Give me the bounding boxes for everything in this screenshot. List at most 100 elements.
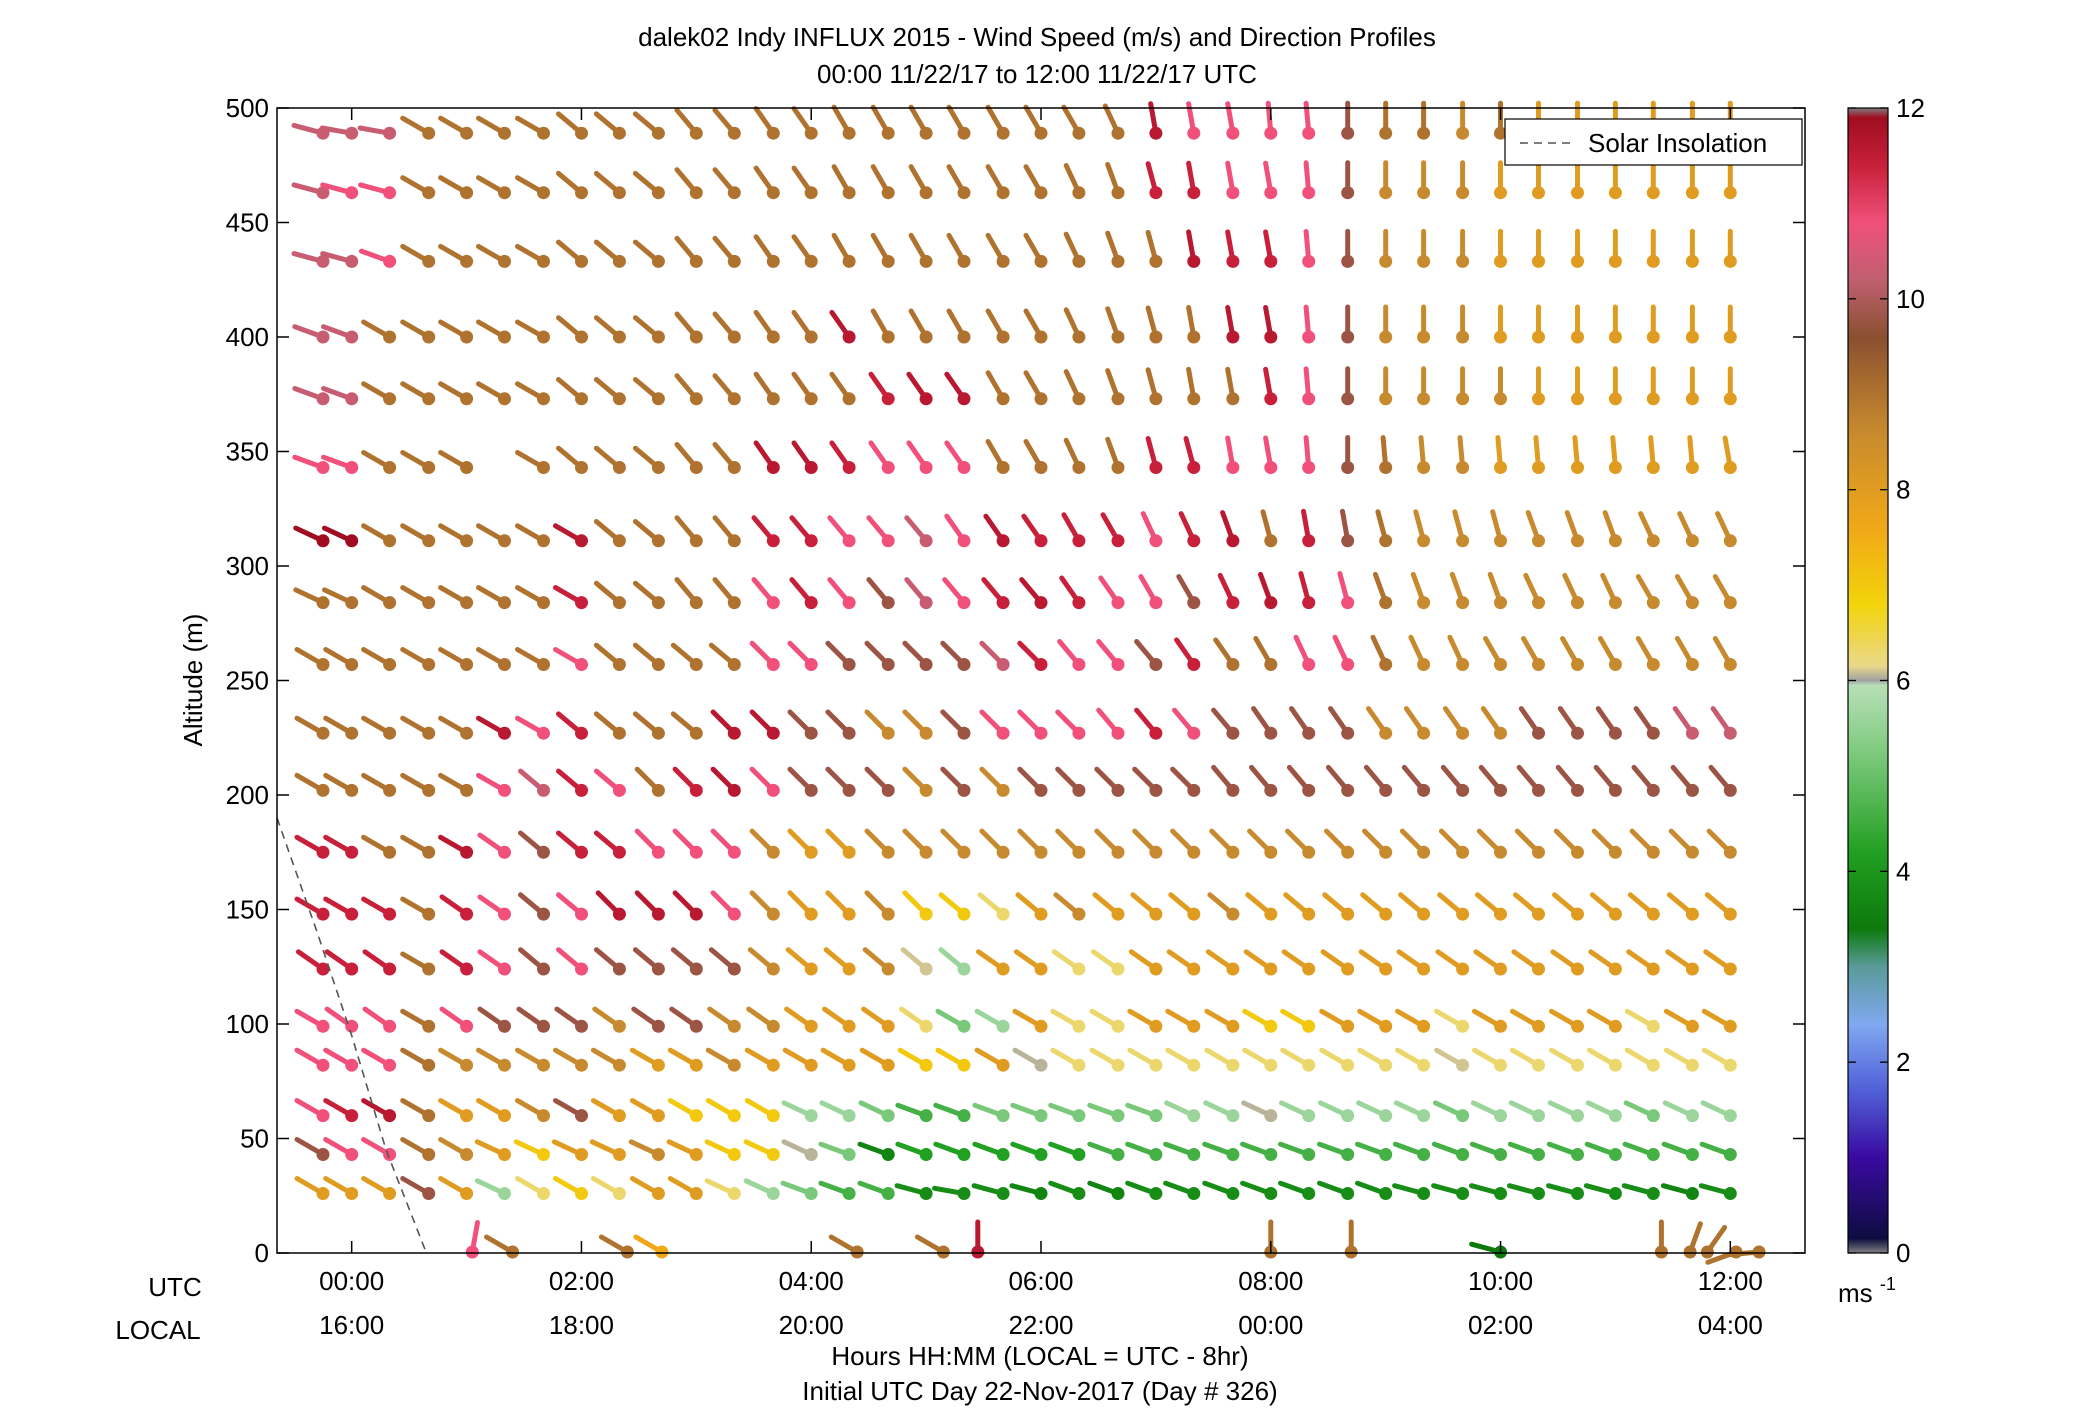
wind-barb-dot <box>575 1058 588 1072</box>
wind-barb-dot <box>1456 254 1470 268</box>
wind-barb-dot <box>842 186 856 200</box>
wind-barb-dot <box>651 1109 665 1123</box>
wind-barb-dot <box>1608 845 1622 859</box>
wind-barb-dot <box>460 186 474 200</box>
wind-barb-dot <box>1417 1187 1431 1200</box>
wind-barb-dot <box>881 461 895 474</box>
wind-barb-dot <box>1302 1187 1316 1200</box>
wind-barb-dot <box>957 254 971 268</box>
wind-barb-dot <box>1608 907 1622 921</box>
wind-barb-dot <box>1646 461 1660 474</box>
wind-barb-dot <box>1149 534 1163 548</box>
wind-barb-dot <box>957 534 971 548</box>
wind-barb-dot <box>1646 1019 1660 1033</box>
wind-barb-dot <box>651 1187 665 1200</box>
wind-barb-dot <box>1417 330 1431 344</box>
wind-barb-dot <box>1571 726 1584 740</box>
wind-barb-dot <box>383 1187 397 1200</box>
wind-barb-dot <box>1072 392 1086 406</box>
wind-barb-dot <box>881 126 895 140</box>
wind-barb-dot <box>575 845 588 859</box>
wind-barb-dot <box>1034 461 1048 474</box>
wind-barb-dot <box>1608 1148 1622 1161</box>
x-tick-label-local: 00:00 <box>1238 1310 1303 1340</box>
wind-barb-dot <box>881 596 895 610</box>
wind-barb-dot <box>537 461 550 474</box>
wind-barb-dot <box>1302 186 1316 200</box>
wind-barb-dot <box>537 392 550 406</box>
wind-barb-dot <box>1302 330 1316 344</box>
wind-barb-dot <box>1685 392 1699 406</box>
wind-barb-dot <box>842 254 856 268</box>
wind-barb-dot <box>1379 254 1393 268</box>
wind-barb-dot <box>1417 392 1431 406</box>
surface-barb-dot <box>1654 1245 1668 1259</box>
x-tick-label-local: 18:00 <box>549 1310 614 1340</box>
wind-barb-dot <box>422 1187 436 1200</box>
wind-barb-dot <box>1264 726 1278 740</box>
wind-barb-dot <box>537 783 550 797</box>
wind-barb-dot <box>1494 726 1507 740</box>
wind-barb-dot <box>881 1019 895 1033</box>
wind-barb-dot <box>689 392 703 406</box>
wind-barb-dot <box>422 1148 436 1161</box>
wind-barb-dot <box>651 658 665 671</box>
wind-barb-dot <box>1111 1019 1125 1033</box>
wind-barb-dot <box>996 845 1010 859</box>
wind-barb-dot <box>575 392 588 406</box>
wind-barb-dot <box>612 126 626 140</box>
wind-barb-dot <box>919 392 933 406</box>
wind-barb-dot <box>1072 845 1086 859</box>
wind-barb-dot <box>537 726 550 740</box>
wind-barb-dot <box>1341 658 1355 671</box>
wind-barb-dot <box>1494 1109 1507 1123</box>
wind-barb-dot <box>575 783 588 797</box>
colorbar-tick-label: 6 <box>1896 666 1910 696</box>
wind-barb-dot <box>1111 1109 1125 1123</box>
surface-barb-dot <box>850 1245 864 1259</box>
wind-barb-dot <box>1379 1019 1393 1033</box>
wind-barb-dot <box>460 962 474 976</box>
wind-barb-dot <box>498 254 511 268</box>
surface-barb-dot <box>655 1245 669 1259</box>
y-tick-label: 350 <box>226 437 269 467</box>
wind-barb-dot <box>1187 1109 1201 1123</box>
wind-barb-dot <box>804 126 818 140</box>
wind-barb-dot <box>727 254 741 268</box>
wind-barb-dot <box>1379 1148 1393 1161</box>
wind-barb-dot <box>919 1058 933 1072</box>
wind-barb-dot <box>1723 1058 1737 1072</box>
wind-barb-dot <box>1379 461 1393 474</box>
wind-barb-dot <box>1646 962 1660 976</box>
wind-barb-dot <box>1072 461 1086 474</box>
wind-barb-dot <box>1494 783 1507 797</box>
wind-barb-dot <box>1264 1058 1278 1072</box>
wind-barb-dot <box>1187 392 1201 406</box>
wind-barb-dot <box>1417 1019 1431 1033</box>
wind-barb-dot <box>1571 907 1584 921</box>
wind-barb-dot <box>1341 1187 1355 1200</box>
wind-barb-dot <box>1264 1187 1278 1200</box>
wind-barb-dot <box>575 254 588 268</box>
wind-barb-dot <box>537 1148 550 1161</box>
wind-barb-dot <box>881 845 895 859</box>
wind-barb-dot <box>460 1148 474 1161</box>
wind-barb-dot <box>1456 1058 1470 1072</box>
wind-barb-dot <box>316 534 330 548</box>
wind-barb-dot <box>1226 1187 1240 1200</box>
wind-barb-dot <box>460 1109 474 1123</box>
wind-barb-dot <box>1379 186 1393 200</box>
wind-barb-dot <box>1571 1058 1584 1072</box>
wind-barb-dot <box>1417 907 1431 921</box>
wind-barb-dot <box>1456 461 1470 474</box>
wind-barb-dot <box>689 1187 703 1200</box>
wind-barb-dot <box>575 126 588 140</box>
surface-barb-dot <box>1344 1245 1358 1259</box>
wind-barb-dot <box>1226 1148 1240 1161</box>
wind-barb-dot <box>1034 1058 1048 1072</box>
wind-barb-dot <box>881 1148 895 1161</box>
wind-barb-dot <box>1417 596 1431 610</box>
wind-barb-dot <box>727 783 741 797</box>
wind-barb-dot <box>316 658 330 671</box>
wind-barb-dot <box>1532 1148 1545 1161</box>
